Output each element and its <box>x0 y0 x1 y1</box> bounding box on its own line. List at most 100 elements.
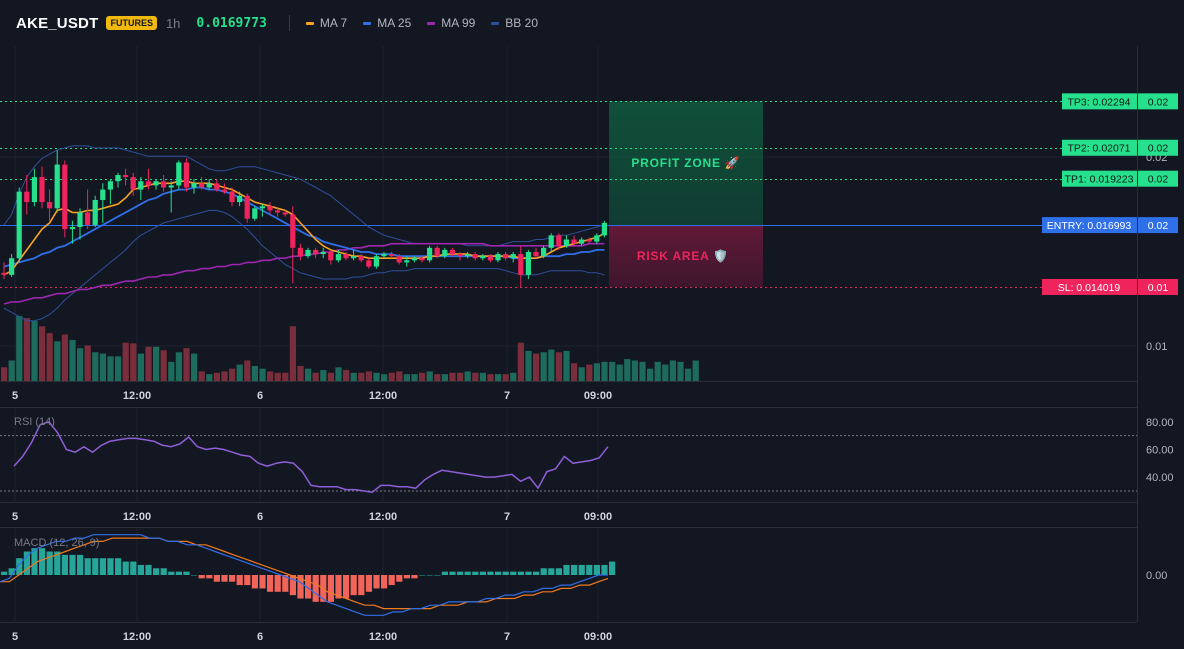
candle-body <box>145 181 151 186</box>
legend-ma25[interactable]: MA 25 <box>363 16 411 30</box>
volume-bar <box>221 371 228 381</box>
candle-body <box>480 256 486 259</box>
macd-title: MACD (12, 26, 9) <box>14 537 100 549</box>
candle-body <box>427 247 433 261</box>
macd-histogram-bar <box>502 571 509 575</box>
volume-bar <box>282 372 289 381</box>
macd-histogram-bar <box>198 575 205 579</box>
volume-bar <box>571 363 578 381</box>
volume-bar <box>441 374 448 381</box>
volume-bar <box>259 368 266 381</box>
macd-histogram-bar <box>23 551 30 575</box>
macd-histogram-bar <box>206 575 213 579</box>
volume-bar <box>23 318 30 381</box>
candle-body <box>351 256 357 259</box>
level-tag-box <box>1062 170 1137 187</box>
macd-histogram-bar <box>571 564 578 575</box>
level-axis-box <box>1138 278 1178 295</box>
time-tick-label: 5 <box>12 511 18 523</box>
volume-bar <box>320 370 327 381</box>
macd-histogram-bar <box>358 575 365 596</box>
candle <box>328 249 334 265</box>
volume-bar <box>555 352 562 381</box>
volume-bar <box>358 372 365 381</box>
macd-histogram-bar <box>517 571 524 575</box>
volume-bar <box>419 372 426 381</box>
candle <box>396 254 402 265</box>
time-tick-label: 12:00 <box>123 511 151 523</box>
volume-bar <box>8 360 15 381</box>
ma99-swatch-icon <box>427 21 436 25</box>
candle <box>366 258 372 269</box>
candle <box>275 208 281 217</box>
header-divider <box>288 15 290 31</box>
time-tick-label: 7 <box>504 390 510 402</box>
macd-histogram-bar <box>1 571 8 575</box>
candle-body <box>518 254 524 275</box>
macd-histogram-bar <box>411 575 418 579</box>
candle-body <box>130 177 136 190</box>
volume-bar <box>381 374 388 381</box>
ma99-line <box>3 242 605 305</box>
candle <box>176 160 182 190</box>
volume-bar <box>647 368 654 381</box>
level-axis-value: 0.02 <box>1148 143 1169 155</box>
volume-bar <box>365 371 372 381</box>
macd-histogram-bar <box>593 564 600 575</box>
volume-bar <box>692 360 699 381</box>
candle-body <box>358 256 364 261</box>
legend-ma7[interactable]: MA 7 <box>305 16 347 30</box>
time-tick-label: 12:00 <box>369 631 397 643</box>
volume-bar <box>624 359 631 381</box>
candle-body <box>77 212 83 228</box>
candle <box>556 233 562 250</box>
candle <box>237 191 243 207</box>
volume-bar <box>175 352 182 381</box>
macd-histogram-bar <box>297 575 304 599</box>
candle <box>510 251 516 263</box>
macd-histogram-bar <box>365 575 372 592</box>
candle-body <box>389 254 395 257</box>
candle-body <box>237 195 243 203</box>
macd-histogram-bar <box>533 571 540 575</box>
legend-bb20[interactable]: BB 20 <box>491 16 538 30</box>
candle-body <box>39 177 45 203</box>
symbol-name[interactable]: AKE_USDT <box>16 14 99 32</box>
volume-bar <box>616 364 623 381</box>
level-axis-value: 0.02 <box>1148 220 1169 232</box>
candle <box>594 233 600 244</box>
macd-histogram-bar <box>555 568 562 575</box>
time-tick-label: 6 <box>257 511 263 523</box>
volume-bar <box>449 372 456 381</box>
time-tick-label: 12:00 <box>123 390 151 402</box>
candle <box>487 254 493 263</box>
volume-bar <box>84 345 91 381</box>
candle-body <box>541 247 547 257</box>
candle-body <box>221 189 227 192</box>
volume-bar <box>563 350 570 381</box>
candle-body <box>199 183 205 188</box>
macd-histogram-bar <box>160 568 167 575</box>
candle <box>244 193 250 223</box>
candle <box>16 187 22 263</box>
macd-tick-label: 0.00 <box>1146 570 1167 582</box>
candle <box>480 254 486 261</box>
candle-body <box>115 175 121 182</box>
legend-ma99[interactable]: MA 99 <box>427 16 475 30</box>
volume-bar <box>229 368 236 381</box>
timeframe-label[interactable]: 1h <box>165 15 181 31</box>
candle-body <box>533 251 539 257</box>
macd-histogram-bar <box>92 558 99 575</box>
last-price: 0.0169773 <box>196 15 267 31</box>
candle <box>518 245 524 288</box>
macd-histogram-bar <box>563 564 570 575</box>
candle <box>525 249 531 280</box>
macd-histogram-bar <box>312 575 319 602</box>
candle-body <box>229 191 235 203</box>
volume-bar <box>517 342 524 381</box>
macd-histogram-bar <box>335 575 342 599</box>
candle <box>305 247 311 259</box>
volume-bar <box>662 364 669 381</box>
macd-histogram-bar <box>236 575 243 586</box>
